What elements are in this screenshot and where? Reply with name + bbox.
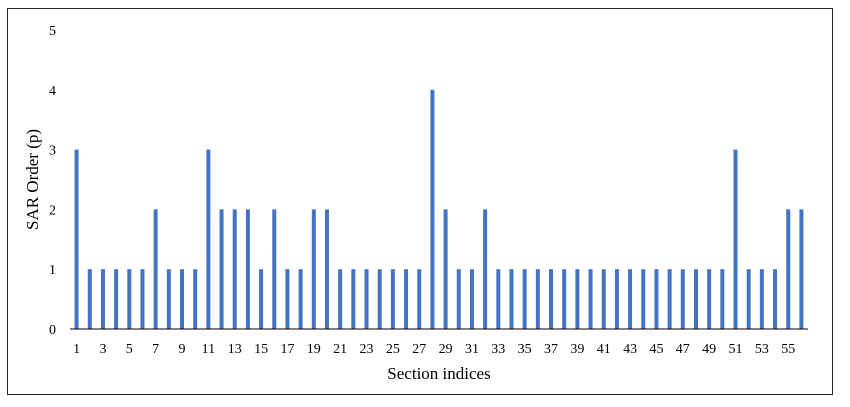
bars: [74, 89, 804, 329]
x-tick-label: 19: [307, 342, 321, 357]
bar: [100, 269, 105, 329]
x-tick-label: 21: [333, 342, 347, 357]
bar: [351, 269, 356, 329]
x-tick-label: 37: [544, 342, 558, 357]
y-tick-label: 2: [49, 203, 56, 218]
x-tick-label: 47: [676, 342, 690, 357]
x-tick-label: 33: [491, 342, 505, 357]
bar: [311, 209, 316, 329]
bar: [733, 149, 738, 329]
bar: [614, 269, 619, 329]
x-tick-label: 17: [280, 342, 294, 357]
bar: [390, 269, 395, 329]
x-tick-label: 5: [126, 342, 133, 357]
bar: [693, 269, 698, 329]
bar: [430, 89, 435, 329]
x-tick-label: 55: [781, 342, 795, 357]
y-tick-label: 0: [49, 323, 56, 338]
bar: [364, 269, 369, 329]
bar: [87, 269, 92, 329]
bar: [786, 209, 791, 329]
bar: [285, 269, 290, 329]
bar: [759, 269, 764, 329]
x-tick-label: 43: [623, 342, 637, 357]
bar: [562, 269, 567, 329]
x-tick-label: 45: [649, 342, 663, 357]
x-tick-label: 53: [755, 342, 769, 357]
x-tick-label: 7: [152, 342, 159, 357]
x-tick-label: 27: [412, 342, 426, 357]
bar: [140, 269, 145, 329]
bar: [127, 269, 132, 329]
bar: [114, 269, 119, 329]
bar: [773, 269, 778, 329]
bar: [746, 269, 751, 329]
y-tick-label: 3: [49, 144, 56, 159]
bar: [601, 269, 606, 329]
bar: [404, 269, 409, 329]
y-tick-label: 5: [49, 24, 56, 39]
y-tick-label: 1: [49, 263, 56, 278]
bar: [575, 269, 580, 329]
bar: [483, 209, 488, 329]
x-tick-label: 29: [439, 342, 453, 357]
x-axis-ticks: 1 3 5 7 9 11 13 15 17 19 21 23 25 27 29 31 33 35 37 39 41 43 4…: [73, 342, 795, 357]
bar: [259, 269, 264, 329]
bar: [166, 269, 171, 329]
bar: [377, 269, 382, 329]
bar: [193, 269, 198, 329]
x-tick-label: 39: [570, 342, 584, 357]
bar: [799, 209, 804, 329]
bar: [153, 209, 158, 329]
bar: [707, 269, 712, 329]
bar: [245, 209, 250, 329]
x-axis-title: Section indices: [387, 364, 490, 383]
bar: [206, 149, 211, 329]
bar: [272, 209, 277, 329]
x-tick-label: 35: [518, 342, 532, 357]
x-tick-label: 1: [73, 342, 80, 357]
bar: [628, 269, 633, 329]
bar: [338, 269, 343, 329]
bar: [74, 149, 79, 329]
bar: [324, 209, 329, 329]
x-tick-label: 23: [360, 342, 374, 357]
x-tick-label: 31: [465, 342, 479, 357]
x-tick-label: 9: [179, 342, 186, 357]
bar: [298, 269, 303, 329]
bar: [654, 269, 659, 329]
y-axis-title: SAR Order (p): [23, 129, 42, 230]
bar: [180, 269, 185, 329]
bar: [469, 269, 474, 329]
bar: [232, 209, 237, 329]
bar: [641, 269, 646, 329]
x-tick-label: 3: [99, 342, 106, 357]
bar: [535, 269, 540, 329]
bar: [509, 269, 514, 329]
y-tick-label: 4: [49, 84, 56, 99]
bar: [588, 269, 593, 329]
bar: [680, 269, 685, 329]
x-tick-label: 13: [228, 342, 242, 357]
bar: [443, 209, 448, 329]
bar: [667, 269, 672, 329]
bar: [496, 269, 501, 329]
bar: [456, 269, 461, 329]
x-tick-label: 25: [386, 342, 400, 357]
y-axis-ticks: 0 1 2 3 4 5: [49, 24, 56, 338]
bar: [522, 269, 527, 329]
bar: [219, 209, 224, 329]
x-tick-label: 51: [729, 342, 743, 357]
bar: [549, 269, 554, 329]
bar: [720, 269, 725, 329]
x-tick-label: 11: [202, 342, 215, 357]
x-tick-label: 15: [254, 342, 268, 357]
bar: [417, 269, 422, 329]
x-tick-label: 49: [702, 342, 716, 357]
x-tick-label: 41: [597, 342, 611, 357]
